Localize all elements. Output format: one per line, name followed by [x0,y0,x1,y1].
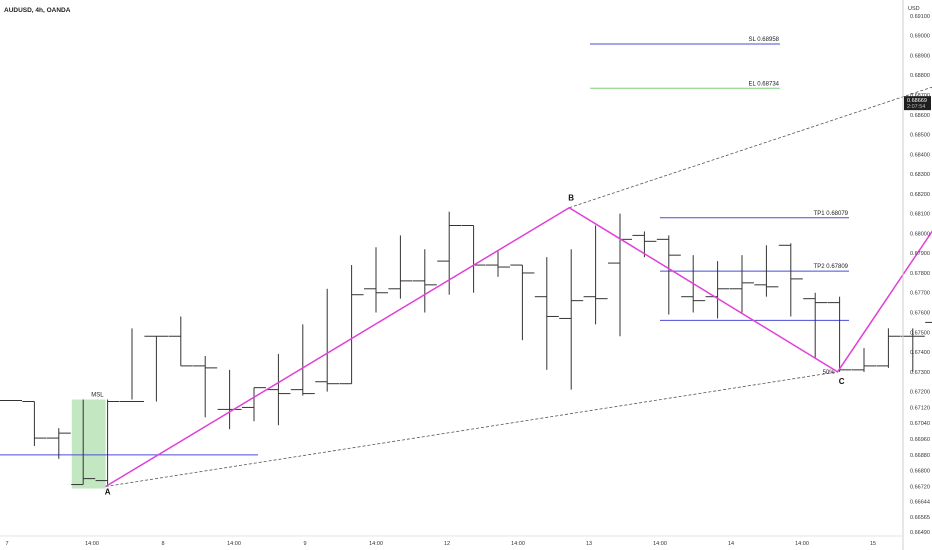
x-tick-label: 14 [728,541,734,547]
ohlc-bar [486,251,510,277]
y-tick-label: 0.67600 [910,311,930,317]
ohlc-bar [242,387,266,422]
x-tick-label: 14:00 [511,541,525,547]
ohlc-bar [120,328,144,402]
y-tick-label: 0.67120 [910,405,930,411]
y-tick-label: 0.67300 [910,370,930,376]
y-tick-label: 0.67400 [910,350,930,356]
ohlc-bar [339,265,364,385]
y-tick-label: 0.68500 [910,133,930,139]
x-tick-label: 12 [444,541,450,547]
point-label-b: B [568,194,574,203]
y-tick-label: 0.66960 [910,437,930,443]
ohlc-bar [461,225,486,293]
y-tick-label: 0.67200 [910,390,930,396]
y-tick-label: 0.68600 [910,113,930,119]
x-tick-label: 13 [586,541,592,547]
x-tick-label: 14:00 [227,541,241,547]
y-tick-label: 0.66720 [910,485,930,491]
y-tick-label: 0.68900 [910,53,930,59]
ohlc-bar [71,399,96,486]
msl-zone-label: MSL [91,393,104,399]
ohlc-bar [290,324,315,396]
ohlc-bar [827,296,852,372]
ohlc-bar [193,356,218,418]
y-tick-label: 0.68300 [910,172,930,178]
y-tick-label: 0.68200 [910,192,930,198]
ac-dashed-line [105,371,838,487]
bc-ratio-label: 50% [823,370,836,376]
x-tick-label: 9 [303,541,306,547]
y-tick-label: 0.68100 [910,212,930,218]
x-tick-label: 8 [161,541,164,547]
x-tick-label: 14:00 [795,541,809,547]
ohlc-bar [803,292,828,358]
ohlc-bar [144,335,169,402]
y-tick-label: 0.67040 [910,421,930,427]
ohlc-bar [510,264,535,341]
ohlc-bar [168,316,193,367]
y-tick-label: 0.69000 [910,34,930,40]
y-tick-label: 0.66800 [910,469,930,475]
point-label-c: C [839,377,845,386]
last-price-countdown: 2:07:54 [907,104,925,110]
ohlc-bar [364,247,388,313]
x-tick-label: 7 [5,541,8,547]
ohlc-bar [412,249,437,313]
ohlc-bar [437,211,462,295]
ohlc-bar [266,354,291,426]
ohlc-bar [534,257,559,370]
y-tick-label: 0.68400 [910,152,930,158]
y-tick-label: 0.68800 [910,73,930,79]
ohlc-bar [925,321,932,323]
ohlc-bar [852,348,876,372]
level-label: EL 0.68734 [749,81,780,87]
level-label: TP2 0.67809 [814,264,849,270]
ohlc-bar [656,235,681,315]
ohlc-bar [754,245,779,297]
chart-title: AUDUSD, 4h, OANDA [4,7,71,14]
y-tick-label: 0.68000 [910,231,930,237]
x-tick-label: 14:00 [653,541,667,547]
y-tick-label: 0.66644 [910,500,930,506]
bd-dashed-line [569,86,932,209]
ohlc-bar [730,255,754,313]
y-tick-label: 0.66880 [910,453,930,459]
y-tick-label: 0.67700 [910,291,930,297]
x-tick-label: 15 [870,541,876,547]
y-tick-label: 0.67900 [910,251,930,257]
y-tick-label: 0.68700 [910,93,930,99]
y-tick-label: 0.67500 [910,330,930,336]
ohlc-bar [388,235,413,299]
y-tick-label: 0.67800 [910,271,930,277]
point-label-a: A [105,488,111,497]
ohlc-bar [95,399,120,487]
last-price-box [904,96,931,111]
y-tick-label: 0.66565 [910,515,930,521]
ohlc-bar [217,369,242,430]
ohlc-bar [778,243,803,317]
level-label: SL 0.68958 [749,37,780,43]
ohlc-bar [315,288,340,392]
ohlc-bar [559,249,584,390]
y-tick-label: 0.69100 [910,14,930,20]
x-tick-label: 14:00 [85,541,99,547]
ohlc-bar [583,225,608,325]
ohlc-bar [46,428,71,459]
last-price-value: 0.68669 [907,98,927,104]
level-label: TP1 0.68079 [814,211,849,217]
ohlc-bar [22,400,47,446]
msl-zone [71,399,106,489]
ohlc-bar [876,328,901,368]
abcd-pattern-line [105,206,932,488]
x-tick-label: 14:00 [369,541,383,547]
y-tick-label: 0.66490 [910,530,930,536]
currency-label: USD [908,6,920,12]
